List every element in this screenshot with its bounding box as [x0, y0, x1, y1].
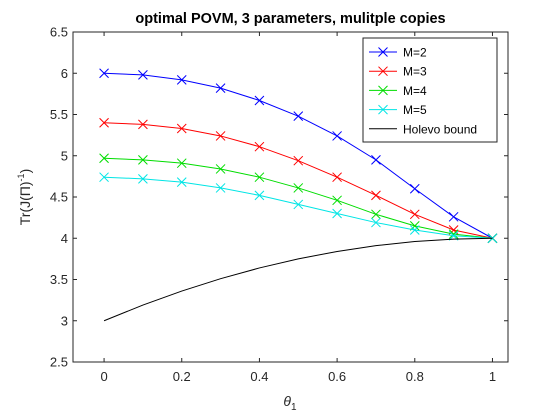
y-tick-label: 2.5: [50, 355, 68, 370]
data-point-m-4: [99, 153, 109, 164]
x-tick-label: 0.4: [250, 369, 268, 384]
data-point-m-4: [215, 164, 226, 174]
y-tick-label: 5: [61, 148, 68, 163]
data-point-m-2: [293, 111, 304, 122]
data-point-m-2: [371, 155, 381, 165]
legend-label-m-2: M=2: [403, 46, 427, 60]
data-point-m-2: [409, 183, 420, 194]
data-point-m-4: [448, 229, 459, 239]
data-point-m-3: [332, 172, 342, 183]
series-line-holevo-bound: [103, 237, 493, 322]
data-point-m-5: [293, 199, 304, 210]
y-axis-label-pi: Π: [17, 186, 33, 196]
y-tick-label: 3.5: [50, 272, 68, 287]
data-point-m-5: [176, 177, 187, 188]
data-point-m-2: [176, 74, 187, 85]
y-tick-label: 5.5: [50, 107, 68, 122]
data-point-m-4: [371, 209, 381, 220]
legend-marker-m-2: [378, 47, 388, 57]
y-axis-label-superscript: -1: [16, 173, 26, 181]
x-tick-label: 1: [489, 369, 496, 384]
x-axis-label-subscript: 1: [291, 402, 297, 413]
x-axis-label-base: θ: [283, 393, 291, 409]
data-point-m-3: [176, 123, 187, 134]
data-point-m-5: [254, 190, 265, 201]
data-point-m-3: [215, 131, 226, 141]
y-axis-label-end: ): [17, 169, 33, 174]
data-point-m-5: [371, 217, 381, 228]
x-tick-label: 0.8: [406, 369, 424, 384]
data-point-m-5: [99, 172, 109, 183]
y-tick-label: 6.5: [50, 25, 68, 40]
data-point-m-2: [254, 95, 265, 106]
data-point-m-5: [409, 225, 420, 235]
ticks-layer: 0 0.2 0.4 0.6 0.8 1 2.5 3 3.5 4 4.5 5 5.5 6 6.5: [50, 25, 508, 384]
data-point-m-4: [138, 155, 148, 165]
data-point-m-3: [138, 119, 148, 130]
data-point-m-2: [448, 211, 459, 222]
data-point-m-2: [332, 131, 342, 141]
y-axis-label-pre: Tr(J(: [17, 196, 33, 225]
x-tick-label: 0: [100, 369, 107, 384]
data-point-m-4: [176, 158, 187, 169]
data-point-m-4: [332, 195, 342, 206]
y-tick-label: 6: [61, 66, 68, 81]
data-point-m-4: [293, 183, 304, 193]
x-tick-label: 0.6: [328, 369, 346, 384]
legend-label-m-5: M=5: [403, 103, 427, 117]
legend-marker-m-3: [378, 66, 388, 77]
data-point-m-2: [138, 70, 148, 80]
x-tick-label: 0.2: [173, 369, 191, 384]
data-point-m-3: [293, 155, 304, 166]
legend-marker-m-5: [378, 104, 388, 115]
legend: M=2 M=3 M=4 M=5 Holevo bound: [362, 37, 498, 143]
data-point-m-2: [215, 83, 226, 93]
y-tick-label: 4: [61, 231, 68, 246]
series-layer: [99, 68, 498, 322]
data-point-m-5: [215, 183, 226, 193]
data-point-m-5: [138, 173, 148, 184]
x-axis-label: θ1: [283, 393, 297, 413]
data-point-m-3: [409, 209, 420, 220]
legend-marker-m-4: [378, 85, 388, 96]
y-axis-label-post: ): [17, 181, 33, 186]
data-point-m-2: [99, 68, 109, 79]
y-tick-label: 4.5: [50, 190, 68, 205]
y-tick-label: 3: [61, 313, 68, 328]
legend-label-m-3: M=3: [403, 65, 427, 79]
data-point-m-3: [99, 117, 109, 128]
data-point-m-3: [254, 141, 265, 152]
legend-label-m-4: M=4: [403, 84, 427, 98]
y-axis-label: Tr(J(Π)-1): [16, 169, 33, 226]
data-point-m-3: [371, 190, 381, 201]
chart-title: optimal POVM, 3 parameters, mulitple cop…: [135, 11, 445, 27]
data-point-m-5: [487, 233, 498, 244]
data-point-m-5: [332, 208, 342, 219]
legend-label-holevo-bound: Holevo bound: [403, 122, 477, 136]
data-point-m-4: [254, 172, 265, 183]
data-point-m-4: [409, 221, 420, 231]
